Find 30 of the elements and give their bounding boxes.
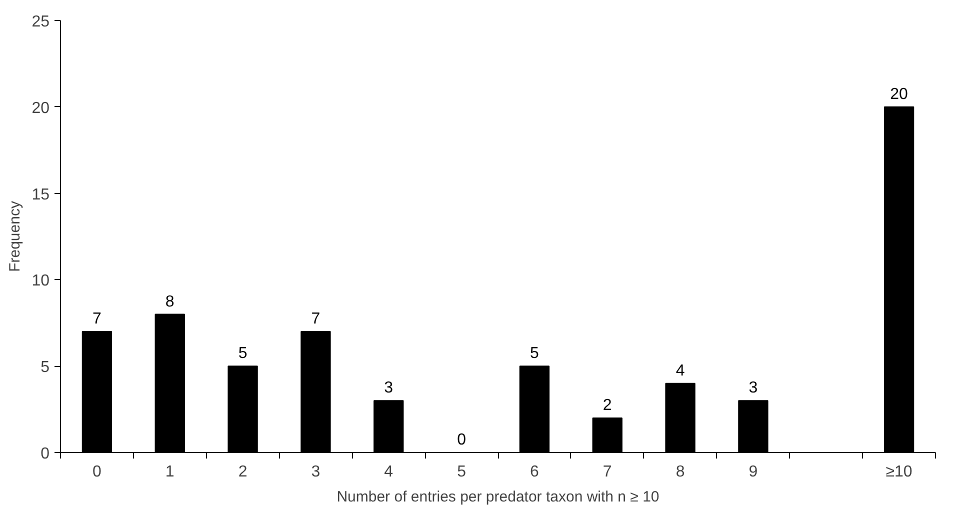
data-label: 3	[384, 380, 394, 397]
y-tick-label: 15	[32, 186, 50, 204]
x-tick-label: 1	[165, 464, 174, 480]
data-label: 4	[676, 362, 685, 380]
x-tick-label: 8	[676, 464, 685, 480]
x-tick-label: 4	[384, 464, 394, 480]
x-tick-label: 2	[238, 464, 248, 480]
data-label: 2	[602, 396, 612, 414]
y-tick-label: 25	[32, 14, 50, 30]
data-label: 7	[311, 310, 320, 328]
data-label: 8	[165, 293, 174, 310]
data-label: 20	[890, 86, 908, 103]
data-label: 3	[748, 380, 758, 397]
x-tick-label: 3	[311, 464, 320, 480]
data-label: 5	[238, 345, 248, 362]
y-tick-label: 10	[32, 272, 50, 290]
data-label: 5	[530, 345, 540, 362]
x-tick-label: ≥10	[886, 464, 912, 480]
data-label: 0	[457, 432, 466, 448]
y-tick-label: 0	[40, 446, 50, 462]
data-label: 7	[92, 310, 102, 328]
x-tick-label: 9	[748, 464, 758, 480]
x-tick-label: 0	[92, 464, 102, 480]
x-tick-label: 7	[602, 464, 612, 480]
y-tick-label: 20	[32, 100, 50, 117]
x-tick-label: 5	[457, 464, 466, 480]
y-tick-label: 5	[40, 359, 50, 376]
y-axis-title: Frequency	[6, 200, 24, 272]
x-tick-label: 6	[530, 464, 540, 480]
x-axis-title: Number of entries per predator taxon with n ≥ 10	[336, 488, 660, 506]
